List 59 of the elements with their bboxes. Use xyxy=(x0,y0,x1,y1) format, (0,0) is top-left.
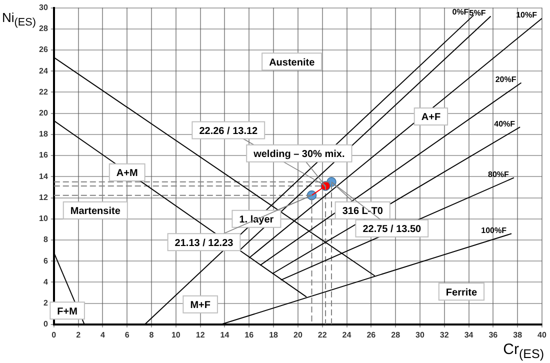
y-tick-label: 26 xyxy=(38,45,48,54)
y-tick-label: 18 xyxy=(38,130,48,139)
x-tick-label: 26 xyxy=(366,330,376,340)
annotation: A+M xyxy=(116,168,138,180)
y-tick-label: 28 xyxy=(38,24,48,34)
x-tick-label: 0 xyxy=(52,330,57,340)
x-tick-label: 4 xyxy=(100,330,106,340)
x-tick-label: 32 xyxy=(440,330,450,340)
y-tick-label: 10 xyxy=(38,214,48,224)
series-label: 100%F xyxy=(481,226,507,235)
annotation: Martensite xyxy=(70,206,121,218)
x-tick-label: 12 xyxy=(196,330,206,340)
annotation: 316 L-T0 xyxy=(342,206,384,218)
x-tick-label: 8 xyxy=(149,330,154,340)
annotation: 22.75 / 13.50 xyxy=(362,224,422,236)
annotation: Austenite xyxy=(269,57,316,68)
y-tick-label: 30 xyxy=(38,3,48,12)
y-tick-label: 0 xyxy=(43,320,48,329)
series-label: 80%F xyxy=(488,170,510,179)
y-tick-label: 14 xyxy=(38,172,48,181)
annotation: Ferrite xyxy=(446,287,478,298)
y-tick-label: 4 xyxy=(43,277,48,286)
x-tick-label: 2 xyxy=(76,330,82,340)
annotation: A+F xyxy=(421,112,441,124)
x-tick-label: 34 xyxy=(464,330,474,340)
x-tick-label: 24 xyxy=(342,330,352,340)
series-label: 40%F xyxy=(494,119,516,128)
x-tick-label: 36 xyxy=(488,330,498,340)
y-tick-label: 8 xyxy=(43,235,48,244)
x-tick-label: 10 xyxy=(171,330,181,340)
annotation: F+M xyxy=(57,306,78,318)
annotation: 22.26 / 13.12 xyxy=(199,126,258,137)
y-tick-label: 12 xyxy=(38,192,48,202)
x-tick-label: 38 xyxy=(513,330,523,340)
y-tick-label: 2 xyxy=(43,298,48,308)
x-tick-label: 14 xyxy=(220,330,230,340)
x-tick-label: 6 xyxy=(124,330,130,340)
series-label: 5%F xyxy=(469,8,486,18)
x-tick-label: 18 xyxy=(269,330,279,340)
annotation: 21.13 / 12.23 xyxy=(174,238,234,249)
y-axis-title: Ni$_{(ES)}$ xyxy=(2,10,36,29)
series-label: 10%F xyxy=(516,10,538,20)
x-tick-label: 30 xyxy=(416,330,425,340)
series-label: 20%F xyxy=(495,74,516,84)
y-tick-label: 24 xyxy=(38,66,48,76)
annotation: 1. layer xyxy=(239,214,274,226)
x-tick-label: 20 xyxy=(293,330,303,340)
y-tick-label: 6 xyxy=(43,256,48,266)
y-tick-label: 22 xyxy=(38,87,48,96)
annotation: welding – 30% mix. xyxy=(252,149,345,160)
annotation: M+F xyxy=(190,300,210,312)
x-tick-label: 22 xyxy=(318,330,328,340)
series-label: 0%F xyxy=(452,7,469,16)
y-tick-label: 16 xyxy=(38,150,48,160)
x-tick-label: 28 xyxy=(391,330,401,340)
x-tick-label: 40 xyxy=(538,330,547,340)
x-tick-label: 16 xyxy=(244,330,254,340)
y-tick-label: 20 xyxy=(38,108,48,118)
x-axis-title: Cr$_{(ES)}$ xyxy=(503,341,544,361)
